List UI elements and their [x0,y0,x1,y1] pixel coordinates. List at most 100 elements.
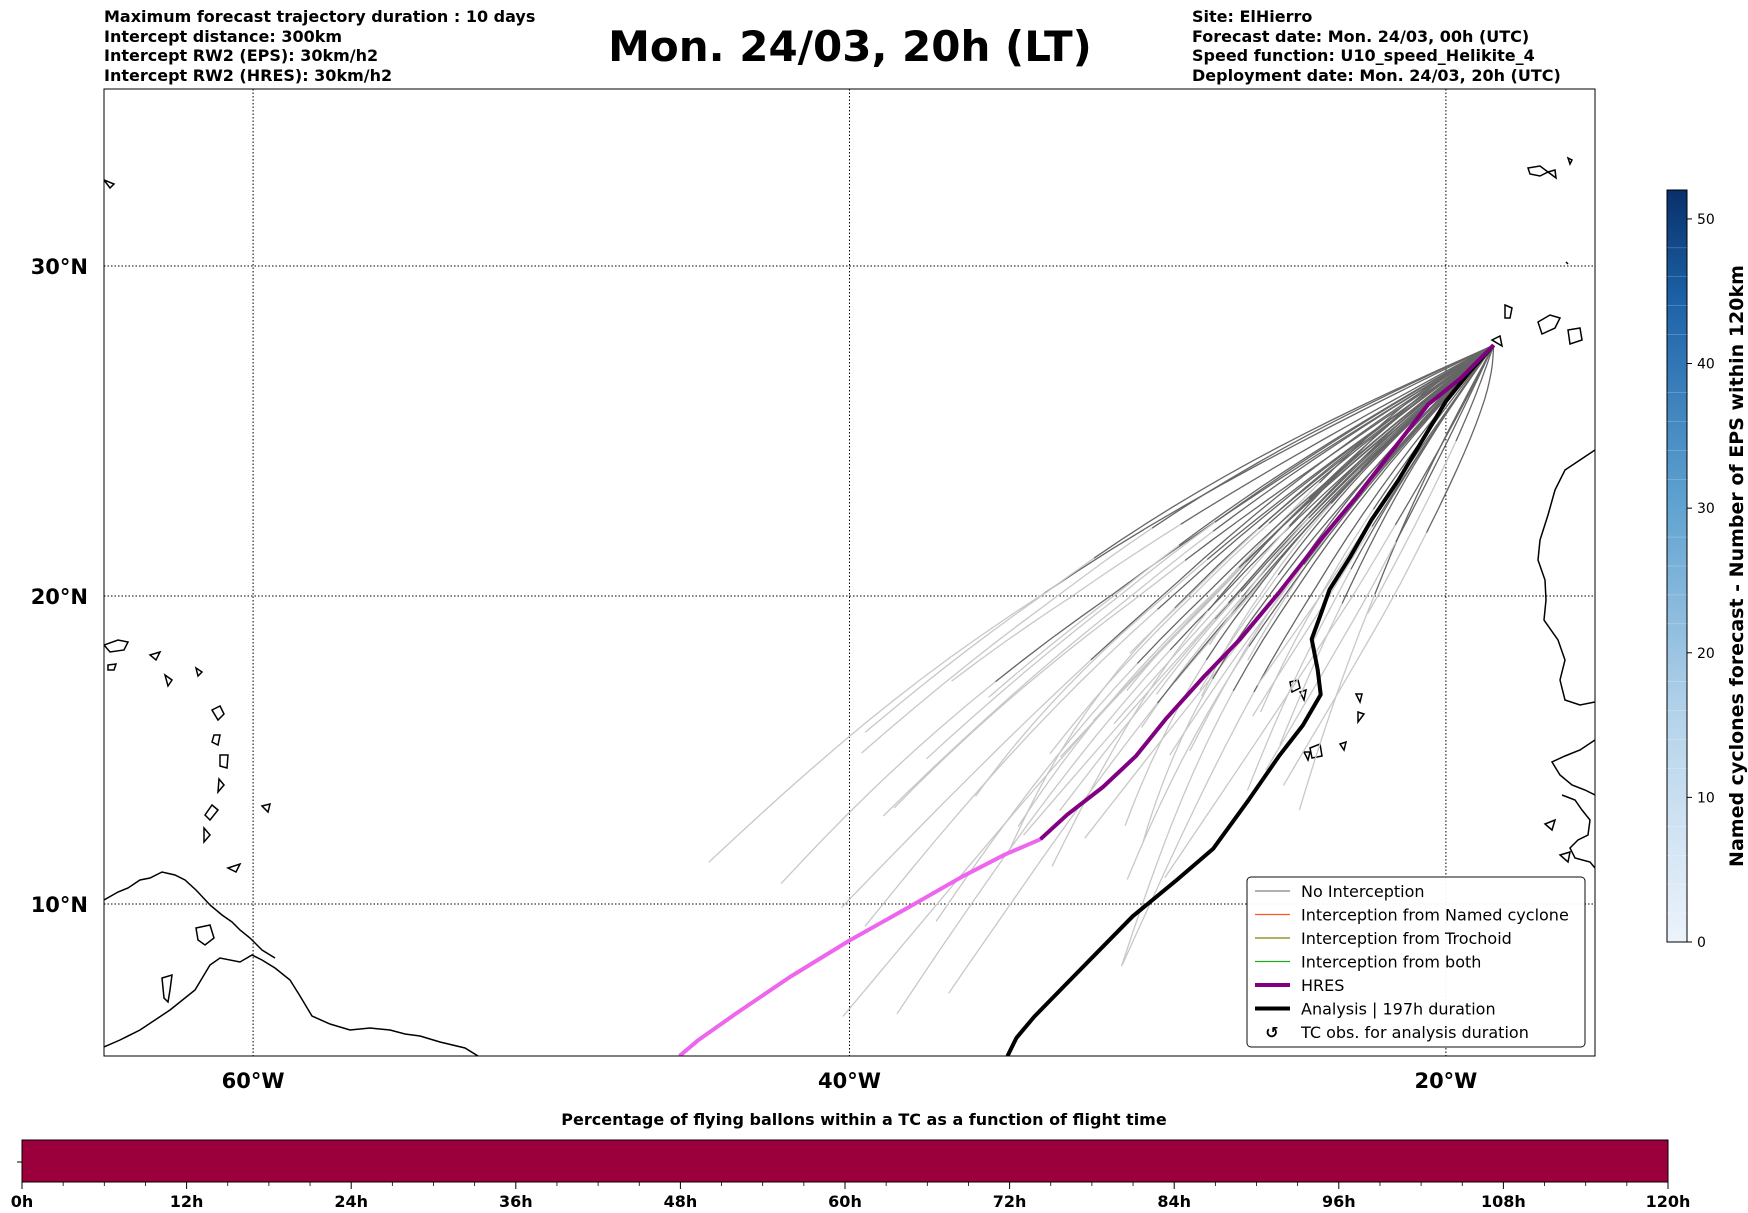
flight-bar-tick-label: 0h [11,1192,34,1211]
colorbar-ticks: 0 10 20 30 40 50 [1667,212,1715,951]
ensemble-track-late [893,559,1186,809]
ensemble-track-late [1142,678,1214,843]
ensemble-track-early [1394,344,1495,526]
ensemble-track-early [1240,344,1495,593]
ensemble-track-late [1367,440,1457,614]
ensemble-track-late [1164,524,1396,879]
legend-label: Interception from Trochoid [1301,929,1512,948]
flight-bar-title: Percentage of flying ballons within a TC… [561,1110,1167,1129]
legend: No Interception Interception from Named c… [1246,876,1586,1048]
ensemble-track-late [708,592,1045,863]
ensemble-track-late [1246,568,1352,791]
coastline-lesser-antilles [203,704,229,845]
site-text: Site: ElHierro [1192,7,1313,26]
colorbar-tick-label: 10 [1697,790,1715,806]
ensemble-track-late [1155,591,1242,695]
ensemble-track-late [935,662,1138,922]
ensemble-track-late [780,681,996,885]
deployment-date-text: Deployment date: Mon. 24/03, 20h (UTC) [1192,65,1561,85]
flight-bar-tick-label: 24h [334,1192,368,1211]
ensemble-track-late [1120,690,1234,967]
ensemble-track-late [1121,691,1255,965]
ensemble-track-late [1265,541,1397,771]
ensemble-track-late [1260,509,1374,713]
intercept-eps-text: Intercept RW2 (EPS): 30km/h2 [104,46,379,65]
ensemble-track-early [1248,344,1495,647]
coastline-venezuela [104,871,276,959]
flight-time-bar: Percentage of flying ballons within a TC… [11,1110,1691,1211]
intercept-hres-text: Intercept RW2 (HRES): 30km/h2 [104,65,393,85]
header-right: Site: ElHierro Forecast date: Mon. 24/03… [1192,7,1561,85]
flight-bar-tick-label: 96h [1322,1192,1356,1211]
header-left: Maximum forecast trajectory duration : 1… [104,7,535,85]
coastline-barbados [260,802,272,814]
map-frame [103,88,1596,1057]
legend-label: Interception from both [1301,953,1481,972]
ensemble-track-early [1180,344,1494,525]
flight-bar-tick-label: 60h [828,1192,862,1211]
ensemble-trajectories [708,344,1495,1017]
speed-function-text: Speed function: U10_speed_Helikite_4 [1192,46,1535,65]
ensemble-track-early [1174,344,1494,609]
lat-tick-label: 10°N [31,893,88,917]
ensemble-track-late [1126,561,1246,692]
legend-label: No Interception [1301,882,1425,901]
flight-bar-tick-label: 108h [1481,1192,1526,1211]
ensemble-track-late [896,649,1171,1015]
ensemble-track-late [1049,522,1270,755]
coastline-west-africa [1537,449,1595,869]
page-title: Mon. 24/03, 20h (LT) [608,22,1092,71]
map-content [104,89,1595,1056]
coastline-trinidad [195,924,215,946]
legend-label: Interception from Named cyclone [1301,906,1569,925]
legend-items: No Interception Interception from Named c… [1255,882,1569,1042]
flight-bar-tick-label: 84h [1157,1192,1191,1211]
coastline-grenadines [104,179,116,190]
ensemble-track-late [841,659,1092,909]
ensemble-track-late [1282,532,1428,786]
ensemble-track-late [1129,528,1259,654]
latitude-labels: 10°N 20°N 30°N [31,255,88,917]
main-tracks [678,343,1496,1056]
colorbar-tick-label: 40 [1697,357,1715,373]
ensemble-track-early [1207,344,1495,611]
ensemble-track-early [1268,344,1494,524]
lon-tick-label: 60°W [222,1069,285,1093]
flight-bar-tick-label: 72h [993,1192,1027,1211]
coastline-tobago [226,862,242,874]
ensemble-track-late [1017,567,1240,827]
coastline-madeira [1527,156,1574,265]
longitude-labels: 60°W 40°W 20°W [222,1069,1478,1093]
colorbar-tick-label: 0 [1697,935,1706,951]
ensemble-track-late [926,521,1216,760]
legend-box [1246,876,1586,1048]
lon-tick-label: 40°W [818,1069,881,1093]
ensemble-track-early [1374,344,1495,595]
colorbar-tick-label: 30 [1697,501,1715,517]
ensemble-track-late [864,608,1158,927]
colorbar-tick-label: 50 [1697,212,1715,228]
ensemble-track-late [1208,517,1310,646]
max-duration-text: Maximum forecast trajectory duration : 1… [104,7,536,26]
flight-bar-fill [21,1139,1669,1183]
legend-label: Analysis | 197h duration [1301,1000,1496,1019]
flight-bar-tick-label: 120h [1646,1192,1691,1211]
ensemble-track-early [1212,344,1495,680]
coastline-south-america [104,954,479,1056]
lon-tick-label: 20°W [1414,1069,1477,1093]
ensemble-track-early [1178,344,1494,546]
ensemble-track-late [974,559,1208,797]
legend-label: HRES [1301,976,1344,995]
coastlines [104,156,1595,1056]
colorbar-tick-label: 20 [1697,646,1715,662]
ensemble-track-late [1140,596,1243,728]
ensemble-track-early [1090,344,1494,661]
coastline-puerto-rico [104,639,130,671]
hres-track-early [1038,343,1496,841]
coastline-virgin-islands [148,650,204,688]
ensemble-track-late [1023,602,1229,836]
ensemble-track-late [1124,659,1207,826]
ensemble-track-late [988,544,1180,698]
ensemble-track-late [1059,618,1216,812]
